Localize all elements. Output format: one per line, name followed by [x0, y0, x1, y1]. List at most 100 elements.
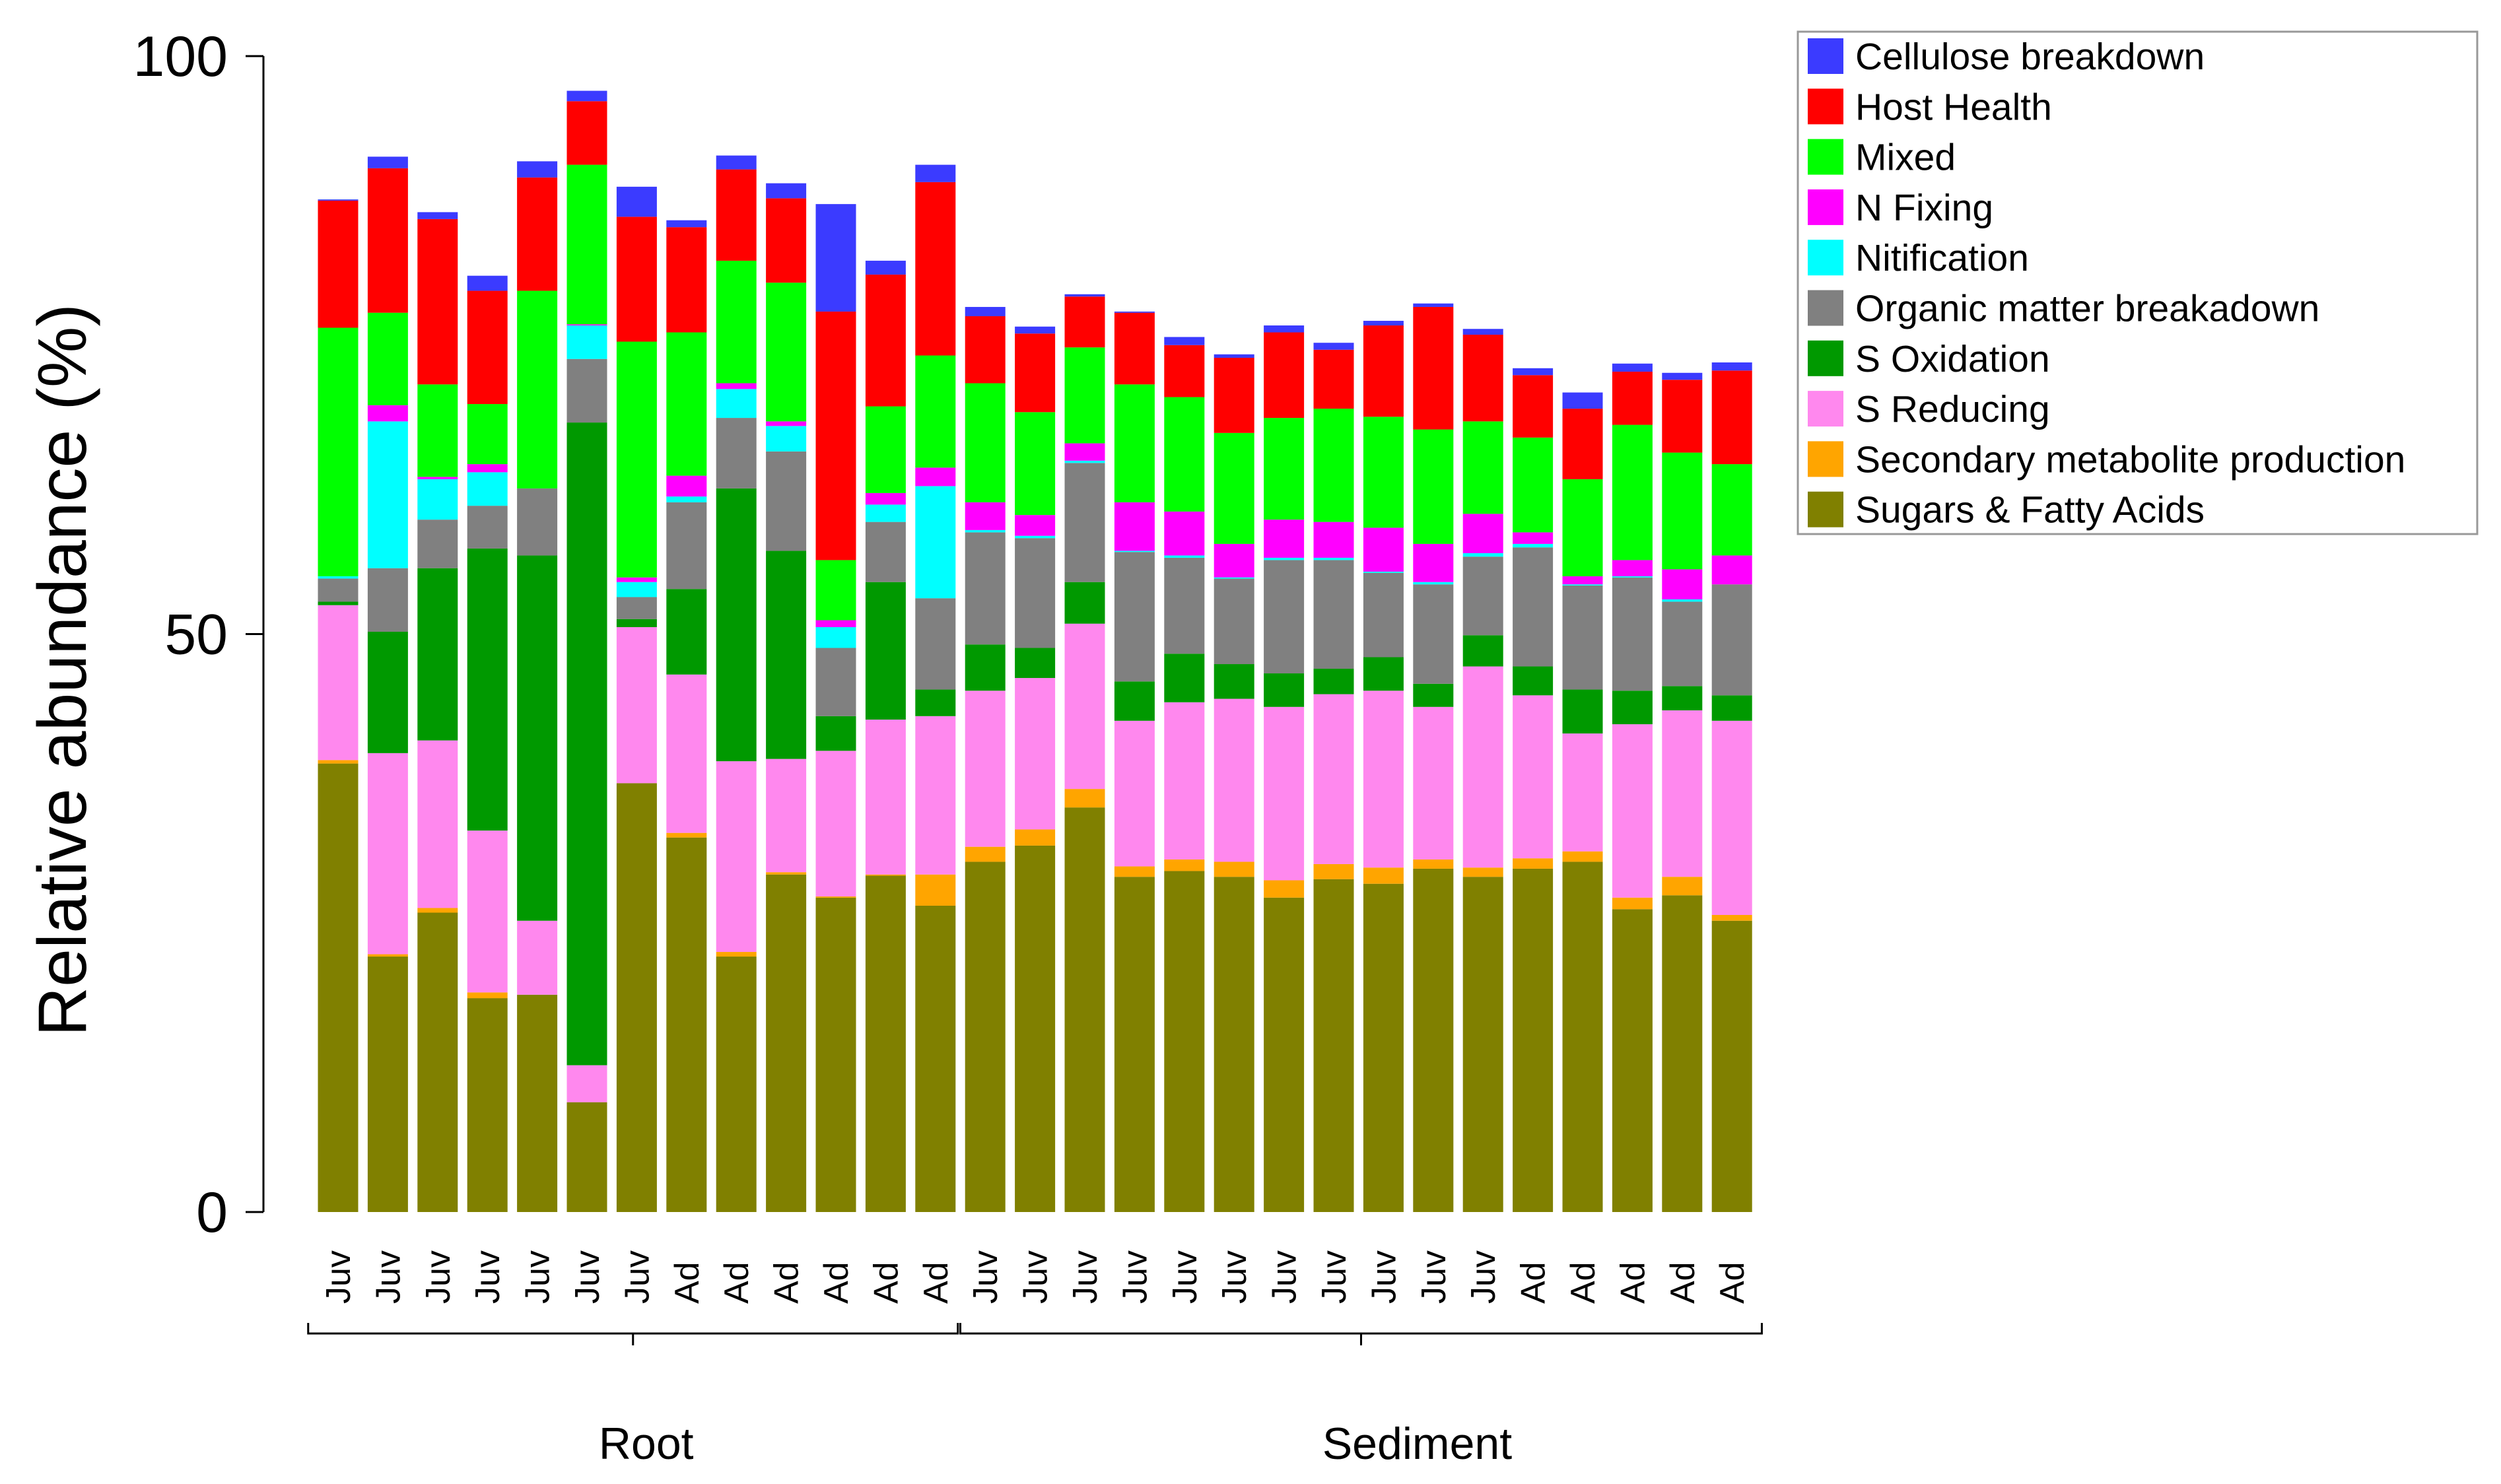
bar-segment-s-reducing	[1214, 698, 1254, 862]
x-tick-label: Ad	[1614, 1262, 1652, 1304]
bar-segment-host-health	[1662, 380, 1703, 453]
bar-segment-organic-matter-breakadown	[865, 522, 906, 582]
bar-segment-sugars-fatty-acids	[766, 874, 807, 1212]
bar-segment-sugars-fatty-acids	[1214, 877, 1254, 1212]
bar-segment-cellulose-breakdown	[467, 275, 508, 291]
bar-segment-mixed	[1264, 418, 1305, 520]
bar-segment-cellulose-breakdown	[1264, 325, 1305, 333]
bar-segment-s-oxidation	[417, 568, 458, 741]
x-tick-label: Juv	[1266, 1250, 1304, 1304]
bar-segment-n-fixing	[1363, 527, 1404, 572]
bar-segment-s-reducing	[517, 920, 558, 995]
bar-segment-sugars-fatty-acids	[467, 998, 508, 1212]
bar-segment-s-reducing	[1562, 733, 1603, 852]
legend-swatch	[1808, 189, 1843, 225]
bar-segment-n-fixing	[766, 421, 807, 426]
legend-swatch	[1808, 340, 1843, 376]
bar-segment-cellulose-breakdown	[1513, 368, 1554, 376]
bar-segment-organic-matter-breakadown	[318, 578, 359, 602]
bar-segment-sugars-fatty-acids	[566, 1102, 607, 1212]
bar-segment-nitification	[417, 479, 458, 520]
bar-segment-mixed	[1562, 479, 1603, 576]
legend-swatch	[1808, 139, 1843, 175]
bar-segment-sugars-fatty-acids	[616, 783, 657, 1212]
bar-segment-cellulose-breakdown	[616, 186, 657, 217]
bar-segment-s-oxidation	[1064, 582, 1105, 624]
bar-segment-cellulose-breakdown	[1064, 294, 1105, 297]
bar-segment-mixed	[1015, 412, 1056, 516]
bar-segment-nitification	[1214, 577, 1254, 579]
bar-segment-sugars-fatty-acids	[1662, 895, 1703, 1212]
bar-segment-mixed	[566, 164, 607, 325]
bar-segment-cellulose-breakdown	[1612, 363, 1653, 372]
x-tick-label: Ad	[668, 1262, 706, 1304]
bar-segment-nitification	[1363, 571, 1404, 573]
bar-segment-n-fixing	[417, 477, 458, 479]
bar-segment-host-health	[965, 316, 1006, 384]
bar-segment-cellulose-breakdown	[1562, 392, 1603, 409]
x-tick-label: Juv	[519, 1250, 557, 1304]
bar-segment-secondary-metabolite-production	[1562, 851, 1603, 862]
bar-segment-n-fixing	[1214, 543, 1254, 578]
bar-segment-nitification	[1164, 555, 1205, 558]
bar-segment-sugars-fatty-acids	[318, 763, 359, 1212]
bar-segment-secondary-metabolite-production	[1064, 789, 1105, 808]
bar-segment-secondary-metabolite-production	[1662, 877, 1703, 896]
bar-segment-organic-matter-breakadown	[417, 520, 458, 568]
bar-segment-cellulose-breakdown	[1662, 372, 1703, 380]
legend-swatch	[1808, 391, 1843, 427]
bar-segment-mixed	[1214, 432, 1254, 544]
bar-segment-nitification	[1313, 557, 1354, 560]
bar-segment-mixed	[666, 332, 707, 476]
bar-segment-n-fixing	[965, 502, 1006, 530]
bar-segment-organic-matter-breakadown	[1711, 584, 1752, 696]
bar-segment-cellulose-breakdown	[1164, 337, 1205, 345]
bar-segment-mixed	[815, 560, 856, 621]
bar-segment-n-fixing	[1662, 569, 1703, 599]
x-tick-label: Juv	[568, 1250, 607, 1304]
bar-segment-mixed	[318, 327, 359, 576]
bar-segment-cellulose-breakdown	[1413, 303, 1454, 307]
bar-segment-sugars-fatty-acids	[1015, 845, 1056, 1212]
bar-segment-cellulose-breakdown	[417, 212, 458, 219]
legend-label: S Reducing	[1855, 388, 2050, 430]
bar-segment-n-fixing	[915, 467, 956, 487]
x-tick-label: Juv	[1116, 1250, 1154, 1304]
bar-segment-sugars-fatty-acids	[367, 957, 408, 1212]
bar-segment-organic-matter-breakadown	[616, 597, 657, 619]
bar-segment-s-reducing	[1064, 623, 1105, 790]
bar-segment-organic-matter-breakadown	[566, 358, 607, 423]
bar-segment-s-oxidation	[815, 716, 856, 751]
bar-segment-s-reducing	[417, 740, 458, 908]
bar-segment-s-reducing	[1612, 724, 1653, 898]
x-tick-label: Juv	[618, 1250, 656, 1304]
x-tick-label: Ad	[718, 1262, 756, 1304]
bar-segment-organic-matter-breakadown	[1313, 560, 1354, 669]
bar-segment-sugars-fatty-acids	[965, 861, 1006, 1212]
bar-segment-organic-matter-breakadown	[1264, 560, 1305, 674]
x-tick-label: Ad	[817, 1262, 856, 1304]
legend-label: N Fixing	[1855, 187, 1993, 229]
bar-segment-s-oxidation	[367, 631, 408, 753]
bar-segment-s-oxidation	[517, 555, 558, 921]
group-bracket	[959, 1323, 1763, 1345]
bar-segment-sugars-fatty-acids	[1711, 920, 1752, 1212]
axes-layer: Juv Juv Juv Juv Juv Juv Juv Ad Ad Ad Ad Ad Ad Juv Juv J…	[133, 25, 1763, 1469]
bar-segment-s-oxidation	[1612, 691, 1653, 725]
x-tick-label: Ad	[768, 1262, 806, 1304]
bar-segment-s-reducing	[1662, 710, 1703, 877]
bar-segment-organic-matter-breakadown	[965, 532, 1006, 645]
bar-segment-s-reducing	[566, 1065, 607, 1102]
bar-segment-sugars-fatty-acids	[815, 897, 856, 1212]
bar-segment-secondary-metabolite-production	[666, 832, 707, 838]
bar-segment-sugars-fatty-acids	[865, 875, 906, 1212]
bars-layer	[318, 90, 1752, 1212]
bar-segment-s-reducing	[1313, 694, 1354, 864]
bar-segment-mixed	[1064, 347, 1105, 444]
bar-segment-n-fixing	[467, 464, 508, 473]
bar-segment-mixed	[1363, 417, 1404, 528]
bar-segment-secondary-metabolite-production	[318, 760, 359, 764]
bar-segment-organic-matter-breakadown	[1562, 585, 1603, 690]
bar-segment-organic-matter-breakadown	[1064, 463, 1105, 582]
bar-segment-secondary-metabolite-production	[965, 846, 1006, 862]
